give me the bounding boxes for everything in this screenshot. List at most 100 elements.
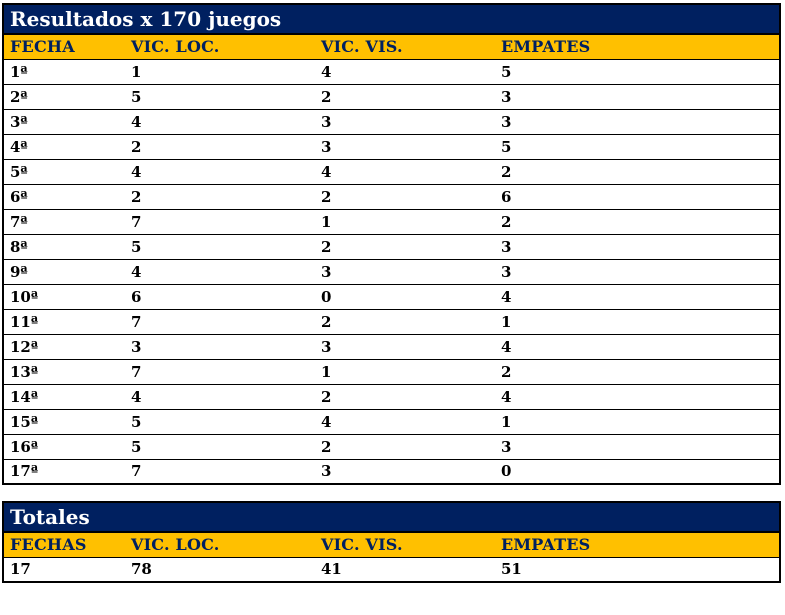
cell-empates: 2 (495, 158, 781, 185)
table-row: 14ª 4 2 4 (3, 383, 781, 410)
table-row: 17ª 7 3 0 (3, 458, 781, 485)
table-row: 1ª 1 4 5 (3, 58, 781, 85)
cell-fecha: 7ª (3, 208, 125, 235)
col-header-vic-vis: VIC. VIS. (315, 531, 495, 558)
cell-empates: 1 (495, 308, 781, 335)
cell-vic-vis: 3 (315, 258, 495, 285)
table-row: 7ª 7 1 2 (3, 208, 781, 235)
col-header-vic-loc: VIC. LOC. (125, 531, 315, 558)
col-header-empates: EMPATES (495, 33, 781, 60)
cell-fecha: 5ª (3, 158, 125, 185)
cell-fecha: 10ª (3, 283, 125, 310)
cell-fecha: 15ª (3, 408, 125, 435)
results-title-row: Resultados x 170 juegos (3, 3, 781, 35)
cell-vic-loc-total: 78 (125, 556, 315, 583)
cell-vic-loc: 4 (125, 258, 315, 285)
cell-fecha: 13ª (3, 358, 125, 385)
table-row: 2ª 5 2 3 (3, 83, 781, 110)
table-row: 8ª 5 2 3 (3, 233, 781, 260)
cell-vic-loc: 2 (125, 183, 315, 210)
cell-vic-vis: 2 (315, 83, 495, 110)
cell-fecha: 12ª (3, 333, 125, 360)
cell-empates: 5 (495, 58, 781, 85)
table-row: 3ª 4 3 3 (3, 108, 781, 135)
cell-vic-vis: 2 (315, 433, 495, 460)
cell-vic-loc: 7 (125, 208, 315, 235)
cell-vic-loc: 5 (125, 433, 315, 460)
col-header-vic-vis: VIC. VIS. (315, 33, 495, 60)
results-table: Resultados x 170 juegos FECHA VIC. LOC. … (2, 3, 782, 485)
cell-vic-loc: 4 (125, 383, 315, 410)
cell-fecha: 8ª (3, 233, 125, 260)
cell-empates: 3 (495, 433, 781, 460)
cell-vic-vis: 1 (315, 208, 495, 235)
table-row: 12ª 3 3 4 (3, 333, 781, 360)
cell-empates: 3 (495, 258, 781, 285)
cell-empates: 2 (495, 358, 781, 385)
totals-title-row: Totales (3, 501, 781, 533)
cell-vic-loc: 2 (125, 133, 315, 160)
table-row: 9ª 4 3 3 (3, 258, 781, 285)
cell-vic-vis: 3 (315, 108, 495, 135)
cell-fecha: 16ª (3, 433, 125, 460)
table-row: 13ª 7 1 2 (3, 358, 781, 385)
cell-empates: 4 (495, 333, 781, 360)
cell-empates: 1 (495, 408, 781, 435)
cell-vic-vis: 4 (315, 158, 495, 185)
cell-vic-vis: 2 (315, 308, 495, 335)
cell-fecha: 6ª (3, 183, 125, 210)
results-body: 1ª 1 4 5 2ª 5 2 3 3ª 4 3 3 4ª 2 3 5 5ª 4 4 2 6ª 2 2 6 7ª 7 1 2 8ª 5 2 3… (3, 58, 781, 485)
table-row: 6ª 2 2 6 (3, 183, 781, 210)
cell-vic-vis: 0 (315, 283, 495, 310)
col-header-empates: EMPATES (495, 531, 781, 558)
col-header-fechas: FECHAS (3, 531, 125, 558)
cell-fecha: 4ª (3, 133, 125, 160)
cell-vic-vis: 2 (315, 233, 495, 260)
cell-vic-vis: 3 (315, 458, 495, 485)
cell-empates: 2 (495, 208, 781, 235)
cell-vic-loc: 3 (125, 333, 315, 360)
totals-row: 17 78 41 51 (3, 556, 781, 583)
cell-vic-vis: 4 (315, 408, 495, 435)
cell-fecha: 14ª (3, 383, 125, 410)
cell-empates-total: 51 (495, 556, 781, 583)
table-row: 10ª 6 0 4 (3, 283, 781, 310)
cell-empates: 4 (495, 283, 781, 310)
cell-fecha: 3ª (3, 108, 125, 135)
cell-empates: 3 (495, 108, 781, 135)
cell-fecha: 17ª (3, 458, 125, 485)
cell-empates: 4 (495, 383, 781, 410)
cell-fecha: 1ª (3, 58, 125, 85)
col-header-fecha: FECHA (3, 33, 125, 60)
table-row: 11ª 7 2 1 (3, 308, 781, 335)
page: Resultados x 170 juegos FECHA VIC. LOC. … (2, 3, 782, 583)
cell-vic-loc: 4 (125, 108, 315, 135)
cell-vic-loc: 5 (125, 233, 315, 260)
totals-title: Totales (3, 501, 781, 533)
totals-header-row: FECHAS VIC. LOC. VIC. VIS. EMPATES (3, 531, 781, 558)
cell-empates: 0 (495, 458, 781, 485)
results-title: Resultados x 170 juegos (3, 3, 781, 35)
cell-fecha: 2ª (3, 83, 125, 110)
cell-empates: 3 (495, 233, 781, 260)
cell-vic-vis-total: 41 (315, 556, 495, 583)
cell-fecha: 9ª (3, 258, 125, 285)
cell-vic-loc: 6 (125, 283, 315, 310)
totals-table: Totales FECHAS VIC. LOC. VIC. VIS. EMPAT… (2, 501, 782, 583)
cell-vic-loc: 7 (125, 308, 315, 335)
cell-empates: 5 (495, 133, 781, 160)
cell-vic-vis: 1 (315, 358, 495, 385)
cell-vic-vis: 4 (315, 58, 495, 85)
cell-vic-vis: 2 (315, 383, 495, 410)
cell-empates: 6 (495, 183, 781, 210)
cell-vic-loc: 5 (125, 408, 315, 435)
cell-vic-vis: 3 (315, 133, 495, 160)
totals-body: 17 78 41 51 (3, 556, 781, 583)
cell-vic-loc: 5 (125, 83, 315, 110)
cell-empates: 3 (495, 83, 781, 110)
col-header-vic-loc: VIC. LOC. (125, 33, 315, 60)
results-header-row: FECHA VIC. LOC. VIC. VIS. EMPATES (3, 33, 781, 60)
cell-vic-vis: 2 (315, 183, 495, 210)
cell-vic-loc: 7 (125, 358, 315, 385)
table-row: 4ª 2 3 5 (3, 133, 781, 160)
